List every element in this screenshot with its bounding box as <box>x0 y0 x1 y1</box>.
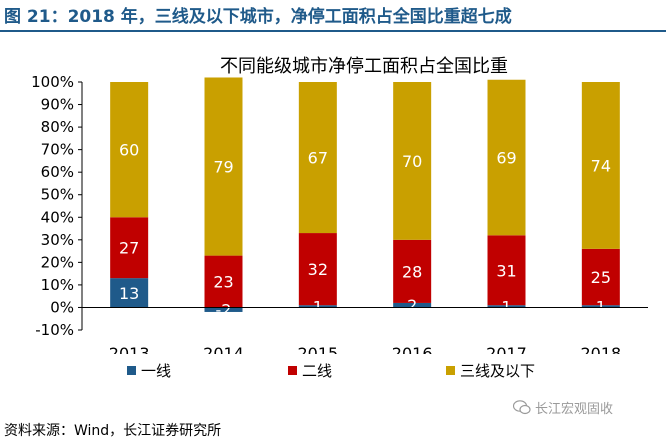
watermark: 长江宏观固收 <box>513 398 613 417</box>
y-tick-label: 50% <box>41 186 74 204</box>
x-tick-label: 2018 <box>580 344 621 354</box>
bar-value-label: 70 <box>402 152 422 171</box>
bar-value-label: 31 <box>496 261 516 280</box>
y-tick-label: 90% <box>41 96 74 114</box>
bar-value-label: -2 <box>216 301 232 320</box>
bar-segment <box>204 255 243 308</box>
bar-value-label: 60 <box>119 141 139 160</box>
y-tick-label: 70% <box>41 141 74 159</box>
legend-item-tier3: 三线及以下 <box>446 360 535 381</box>
title-rule <box>0 30 666 32</box>
bar-value-label: 28 <box>402 262 422 281</box>
bar-segment <box>110 82 149 218</box>
legend-item-tier2: 二线 <box>288 360 332 381</box>
x-tick-label: 2013 <box>109 344 150 354</box>
stacked-bar-chart: 不同能级城市净停工面积占全国比重 -10% 0% 10% 20% 30% 40% 50% 60… <box>31 56 648 354</box>
bar-segment <box>298 82 337 234</box>
bar-value-label: 1 <box>501 297 511 316</box>
x-tick-label: 2017 <box>486 344 527 354</box>
chart-title: 不同能级城市净停工面积占全国比重 <box>220 56 508 77</box>
y-tick-label: 40% <box>41 208 74 226</box>
bar-segment <box>581 248 620 306</box>
bar-segment <box>204 77 243 256</box>
bar-value-label: 69 <box>496 149 516 168</box>
y-tick-label: 10% <box>41 276 74 294</box>
x-tick-label: 2015 <box>297 344 338 354</box>
bar-segment <box>110 217 149 279</box>
bar-segment <box>487 235 526 306</box>
bar-segment <box>581 305 620 308</box>
bar-segment <box>298 233 337 306</box>
y-tick-label: 100% <box>31 73 74 91</box>
y-tick-label: 60% <box>41 163 74 181</box>
bar-value-label: 1 <box>313 297 323 316</box>
legend-label-tier2: 二线 <box>302 362 333 380</box>
legend-swatch-tier2 <box>288 366 297 375</box>
bar-segment <box>487 79 526 236</box>
bar-value-label: 1 <box>596 297 606 316</box>
bar-value-label: 2 <box>407 296 417 315</box>
wechat-icon <box>513 400 531 415</box>
y-tick-label: 30% <box>41 231 74 249</box>
legend-swatch-tier3 <box>446 366 455 375</box>
y-tick-label: 0% <box>50 298 74 316</box>
y-tick-label: 80% <box>41 118 74 136</box>
x-tick-label: 2014 <box>203 344 244 354</box>
bar-value-label: 13 <box>119 284 139 303</box>
legend-label-tier3: 三线及以下 <box>460 362 536 380</box>
bar-value-label: 74 <box>591 156 611 175</box>
watermark-text: 长江宏观固收 <box>535 402 614 417</box>
y-tick-label: -10% <box>35 321 74 339</box>
bar-segment <box>487 305 526 308</box>
source-note: 资料来源：Wind，长江证券研究所 <box>4 423 222 439</box>
figure-title: 图 21：2018 年，三线及以下城市，净停工面积占全国比重超七成 <box>4 7 512 27</box>
bar-value-label: 79 <box>213 158 233 177</box>
legend-swatch-tier1 <box>127 366 136 375</box>
bar-value-label: 32 <box>308 260 328 279</box>
bar-segment <box>298 305 337 308</box>
bar-segment <box>393 82 432 240</box>
legend-item-tier1: 一线 <box>127 360 171 381</box>
bar-segment <box>393 239 432 303</box>
legend-label-tier1: 一线 <box>141 362 172 380</box>
x-tick-label: 2016 <box>392 344 433 354</box>
bar-value-label: 23 <box>213 273 233 292</box>
axis-layer: -10% 0% 10% 20% 30% 40% 50% 60% 70% 80% 90% 100% 201… <box>31 73 621 354</box>
bar-segment <box>393 302 432 308</box>
bar-segment <box>110 278 149 308</box>
y-tick-label: 20% <box>41 253 74 271</box>
bar-segment <box>204 307 243 312</box>
bar-value-label: 27 <box>119 239 139 258</box>
bar-value-label: 25 <box>591 268 611 287</box>
bar-value-label: 67 <box>308 149 328 168</box>
bar-segment <box>581 82 620 249</box>
